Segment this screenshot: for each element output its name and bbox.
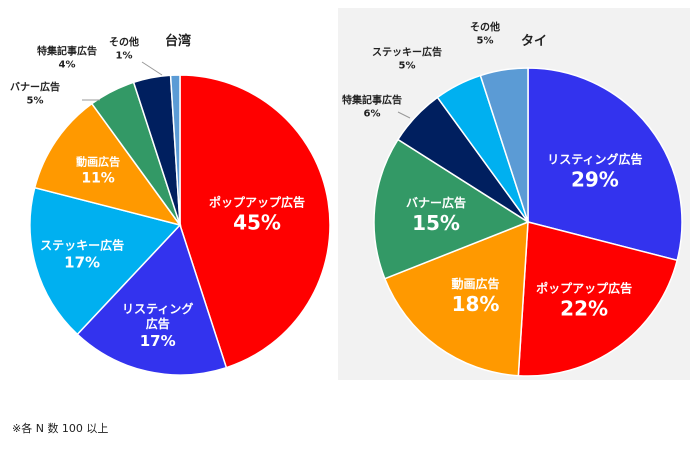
slice-label-0-1-1: 広告 <box>146 316 170 331</box>
slice-label-0-1-0: リスティング <box>122 301 193 316</box>
footnote: ※各 N 数 100 以上 <box>12 422 109 435</box>
slice-label-0-4: バナー広告 <box>10 81 60 94</box>
leader-line-0-6 <box>141 61 163 76</box>
slice-label-0-0: ポップアップ広告 <box>209 194 305 209</box>
pie-slice-1-3 <box>373 138 530 280</box>
slice-label-1-5: ステッキー広告 <box>372 46 442 59</box>
slice-value-label-0-4: 5% <box>27 96 44 107</box>
slice-label-1-4: 特集記事広告 <box>342 94 402 107</box>
pie-slice-0-2 <box>29 186 182 336</box>
pie-slice-1-1 <box>517 221 679 377</box>
slice-label-0-6: その他 <box>109 36 139 49</box>
slice-value-label-0-2: 17% <box>64 254 100 272</box>
slice-value-label-1-0: 29% <box>571 168 619 192</box>
slice-value-label-1-1: 22% <box>560 297 608 321</box>
slice-label-0-5: 特集記事広告 <box>37 45 97 58</box>
slice-value-label-1-6: 5% <box>477 36 494 47</box>
slice-value-label-0-1: 17% <box>140 332 176 350</box>
pie-chart-taiwan: ポップアップ広告45%リスティング広告17%ステッキー広告17%動画広告11%バ… <box>10 36 331 376</box>
leader-line-1-4 <box>397 111 411 119</box>
chart-title-taiwan: 台湾 <box>165 34 192 49</box>
chart-title-thailand: タイ <box>521 34 548 49</box>
slice-label-1-6: その他 <box>470 21 500 34</box>
pie-slice-1-0 <box>527 67 683 262</box>
slice-label-1-3: バナー広告 <box>406 195 466 210</box>
slice-value-label-0-3: 11% <box>81 170 115 186</box>
slice-label-1-0: リスティング広告 <box>547 152 642 167</box>
slice-value-label-0-5: 4% <box>59 60 76 71</box>
slice-label-0-2: ステッキー広告 <box>40 238 124 253</box>
slice-label-0-3: 動画広告 <box>76 154 120 168</box>
slice-value-label-1-3: 15% <box>412 211 460 235</box>
pie-slice-1-6 <box>479 67 529 223</box>
slice-value-label-0-6: 1% <box>116 51 133 62</box>
pie-slice-0-1 <box>76 223 228 376</box>
slice-value-label-1-5: 5% <box>399 61 416 72</box>
slice-label-1-1: ポップアップ広告 <box>536 281 632 296</box>
pie-slice-0-0 <box>179 74 331 369</box>
slice-value-label-1-2: 18% <box>452 292 500 316</box>
slice-value-label-1-4: 6% <box>364 109 381 120</box>
slice-value-label-0-0: 45% <box>233 210 281 234</box>
pie-slice-0-3 <box>33 102 182 227</box>
pie-slice-0-6 <box>169 74 181 226</box>
slice-label-1-2: 動画広告 <box>451 276 499 291</box>
pie-slice-1-2 <box>383 220 529 377</box>
